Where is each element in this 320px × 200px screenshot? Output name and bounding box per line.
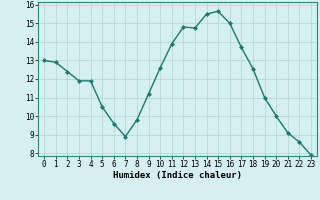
X-axis label: Humidex (Indice chaleur): Humidex (Indice chaleur) (113, 171, 242, 180)
